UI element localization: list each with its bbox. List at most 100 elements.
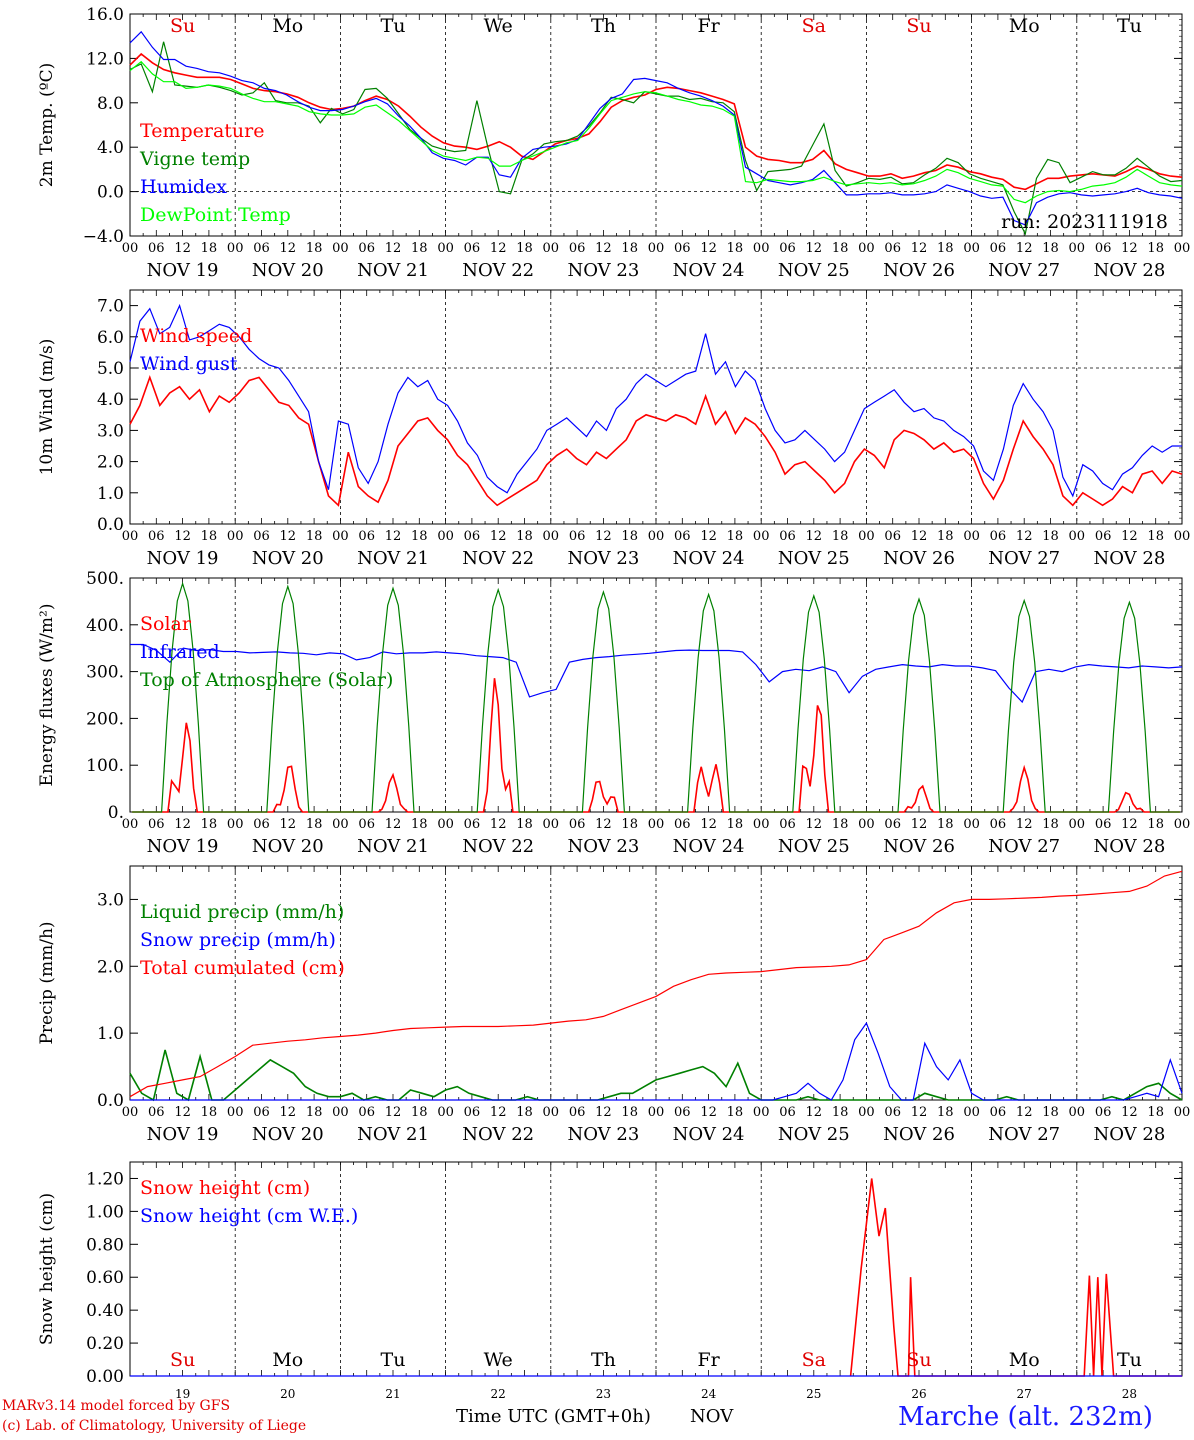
panel-4 bbox=[129, 1161, 1183, 1377]
hour-tick-label: 18 bbox=[411, 529, 428, 544]
date-label: NOV 21 bbox=[357, 836, 429, 857]
date-label: NOV 24 bbox=[673, 260, 745, 281]
hour-tick-label: 18 bbox=[727, 241, 744, 256]
hour-tick-label: 06 bbox=[358, 529, 375, 544]
legend-entry: Liquid precip (mm/h) bbox=[140, 901, 344, 923]
y-tick-label: 100. bbox=[86, 756, 124, 776]
y-tick-label: 5.0 bbox=[97, 359, 124, 379]
legend-entry: Top of Atmosphere (Solar) bbox=[140, 669, 393, 691]
hour-tick-label: 12 bbox=[174, 1105, 191, 1120]
hour-tick-label: 12 bbox=[595, 1105, 612, 1120]
y-tick-label: 0.0 bbox=[97, 183, 124, 203]
hour-tick-label: 12 bbox=[806, 241, 823, 256]
hour-tick-label: 18 bbox=[1147, 817, 1164, 832]
hour-tick-label: 00 bbox=[1174, 1105, 1191, 1120]
day-number-label: 19 bbox=[175, 1387, 190, 1401]
hour-tick-label: 06 bbox=[464, 529, 481, 544]
date-label: NOV 22 bbox=[462, 1124, 534, 1145]
y-tick-label: 8.0 bbox=[97, 94, 124, 114]
series-line-wind-gust bbox=[129, 303, 1182, 498]
y-tick-label: 500. bbox=[86, 569, 124, 589]
y-tick-label: 0.80 bbox=[86, 1235, 124, 1255]
day-of-week-label: Th bbox=[591, 1349, 616, 1371]
hour-tick-label: 12 bbox=[174, 241, 191, 256]
hour-tick-label: 12 bbox=[700, 241, 717, 256]
hour-tick-label: 18 bbox=[411, 817, 428, 832]
hour-tick-label: 18 bbox=[201, 817, 218, 832]
hour-tick-label: 06 bbox=[779, 1105, 796, 1120]
hour-tick-label: 18 bbox=[1147, 1105, 1164, 1120]
day-of-week-label: Tu bbox=[1117, 1349, 1142, 1371]
y-tick-label: 6.0 bbox=[97, 328, 124, 348]
hour-tick-label: 18 bbox=[201, 241, 218, 256]
hour-tick-label: 00 bbox=[437, 529, 454, 544]
y-tick-label: 0.60 bbox=[86, 1268, 124, 1288]
hour-tick-label: 18 bbox=[832, 529, 849, 544]
date-label: NOV 27 bbox=[988, 1124, 1060, 1145]
hour-tick-label: 00 bbox=[227, 529, 244, 544]
hour-tick-label: 06 bbox=[990, 1105, 1007, 1120]
hour-tick-label: 18 bbox=[516, 1105, 533, 1120]
date-label: NOV 24 bbox=[673, 1124, 745, 1145]
hour-tick-label: 06 bbox=[464, 817, 481, 832]
series-line-wind-speed bbox=[129, 375, 1183, 507]
legend-entry: Snow precip (mm/h) bbox=[140, 929, 336, 951]
hour-tick-label: 06 bbox=[1095, 241, 1112, 256]
hour-tick-label: 00 bbox=[227, 1105, 244, 1120]
hour-tick-label: 06 bbox=[148, 817, 165, 832]
hour-tick-label: 12 bbox=[1121, 1105, 1138, 1120]
y-tick-label: 0.00 bbox=[86, 1367, 124, 1387]
hour-tick-label: 06 bbox=[148, 1105, 165, 1120]
day-of-week-label: Su bbox=[906, 15, 931, 37]
hour-tick-label: 12 bbox=[911, 529, 928, 544]
hour-tick-label: 00 bbox=[122, 1105, 139, 1120]
date-label: NOV 21 bbox=[357, 260, 429, 281]
hour-tick-label: 06 bbox=[464, 241, 481, 256]
y-tick-label: 200. bbox=[86, 709, 124, 729]
hour-tick-label: 12 bbox=[1016, 529, 1033, 544]
date-label: NOV 19 bbox=[147, 260, 219, 281]
hour-tick-label: 06 bbox=[1095, 1105, 1112, 1120]
series-line-infrared bbox=[130, 643, 1183, 704]
hour-tick-label: 00 bbox=[1069, 1105, 1086, 1120]
day-number-label: 20 bbox=[280, 1387, 295, 1401]
y-tick-label: 2.0 bbox=[97, 957, 124, 977]
y-tick-label: 4.0 bbox=[97, 390, 124, 410]
legend-entry: Humidex bbox=[140, 176, 227, 198]
y-tick-label: 3.0 bbox=[97, 421, 124, 441]
hour-tick-label: 00 bbox=[963, 1105, 980, 1120]
hour-tick-label: 06 bbox=[779, 529, 796, 544]
hour-tick-label: 18 bbox=[937, 1105, 954, 1120]
hour-tick-label: 18 bbox=[727, 529, 744, 544]
hour-tick-label: 18 bbox=[201, 1105, 218, 1120]
legend-entry: Total cumulated (cm) bbox=[140, 957, 345, 979]
day-of-week-label: Fr bbox=[697, 1349, 720, 1371]
hour-tick-label: 12 bbox=[806, 817, 823, 832]
hour-tick-label: 12 bbox=[595, 241, 612, 256]
date-label: NOV 28 bbox=[1093, 1124, 1165, 1145]
date-label: NOV 28 bbox=[1093, 260, 1165, 281]
hour-tick-label: 06 bbox=[148, 241, 165, 256]
date-label: NOV 19 bbox=[147, 548, 219, 569]
hour-tick-label: 18 bbox=[937, 241, 954, 256]
run-label: run: 2023111918 bbox=[1001, 211, 1168, 233]
hour-tick-label: 00 bbox=[1069, 817, 1086, 832]
hour-tick-label: 18 bbox=[1042, 529, 1059, 544]
hour-tick-label: 00 bbox=[332, 817, 349, 832]
date-label: NOV 26 bbox=[883, 836, 955, 857]
day-number-label: 22 bbox=[491, 1387, 506, 1401]
y-axis-label: Precip (mm/h) bbox=[37, 921, 57, 1044]
date-label: NOV 26 bbox=[883, 1124, 955, 1145]
date-label: NOV 25 bbox=[778, 548, 850, 569]
hour-tick-label: 12 bbox=[385, 817, 402, 832]
hour-tick-label: 00 bbox=[227, 817, 244, 832]
hour-tick-label: 12 bbox=[385, 1105, 402, 1120]
date-label: NOV 23 bbox=[567, 836, 639, 857]
hour-tick-label: 00 bbox=[1069, 529, 1086, 544]
y-tick-label: 12.0 bbox=[86, 49, 124, 69]
day-of-week-label: We bbox=[484, 1349, 513, 1371]
y-tick-label: 7.0 bbox=[97, 297, 124, 317]
hour-tick-label: 00 bbox=[227, 241, 244, 256]
hour-tick-label: 18 bbox=[306, 529, 323, 544]
hour-tick-label: 18 bbox=[937, 817, 954, 832]
